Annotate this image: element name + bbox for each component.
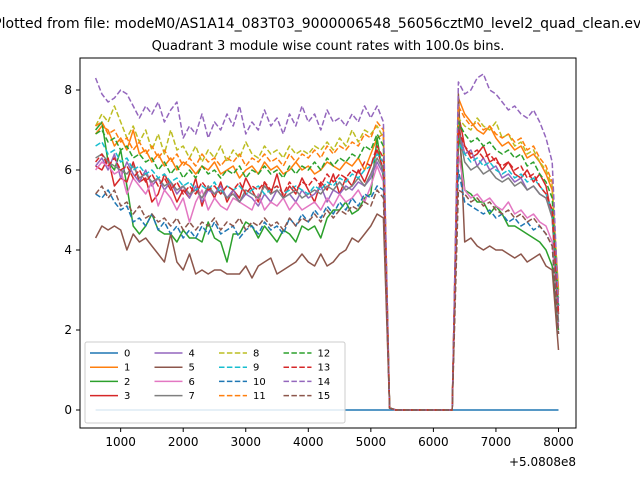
series-line-1 [95,97,560,411]
y-tick-label: 2 [64,323,72,337]
legend-label-10: 10 [253,377,266,388]
legend-label-15: 15 [318,391,331,402]
series-line-7 [95,129,560,411]
x-tick-label: 5000 [356,435,387,449]
figure-suptitle: Plotted from file: modeM0/AS1A14_083T03_… [0,16,640,32]
series-line-2 [95,121,560,411]
x-tick-label: 2000 [168,435,199,449]
y-axis: 0 2 4 6 8 [64,83,80,417]
series-line-12 [95,121,560,411]
series-line-8 [94,105,560,411]
x-tick-label: 1000 [105,435,136,449]
chart-title: Quadrant 3 module wise count rates with … [152,39,505,54]
legend-label-6: 6 [189,377,195,388]
x-tick-label: 8000 [543,435,574,449]
series-line-6 [95,153,560,411]
x-axis: 1000 2000 3000 4000 5000 6000 7000 8000 [105,428,574,449]
x-tick-label: 4000 [293,435,324,449]
legend-label-7: 7 [189,391,195,402]
legend-label-3: 3 [124,391,130,402]
series-line-9 [95,141,560,411]
series-line-5 [94,93,560,411]
y-tick-label: 6 [64,163,72,177]
x-tick-label: 6000 [418,435,449,449]
series-line-10 [95,169,560,411]
legend-label-9: 9 [253,363,259,374]
plot-frame [79,57,577,429]
legend-label-0: 0 [124,349,130,360]
legend-label-4: 4 [189,349,195,360]
legend-label-14: 14 [318,377,331,388]
x-tick-label: 7000 [481,435,512,449]
legend-label-12: 12 [318,349,331,360]
legend-label-5: 5 [189,363,195,374]
series-line-13 [95,129,560,411]
series-line-3 [95,113,560,411]
x-offset-label: +5.0808e8 [509,455,576,469]
x-tick-label: 3000 [230,435,261,449]
y-tick-label: 8 [64,83,72,97]
y-tick-label: 4 [64,243,72,257]
series-line-15 [95,185,560,411]
legend-box [84,341,346,424]
legend-label-13: 13 [318,363,331,374]
y-tick-label: 0 [64,403,72,417]
series-line-11 [95,105,560,411]
series-line-14 [94,73,560,411]
series-line-4 [95,125,560,411]
legend-label-11: 11 [253,391,266,402]
series-layer [94,73,560,411]
legend-label-1: 1 [124,363,130,374]
legend-label-2: 2 [124,377,130,388]
legend-label-8: 8 [253,349,259,360]
